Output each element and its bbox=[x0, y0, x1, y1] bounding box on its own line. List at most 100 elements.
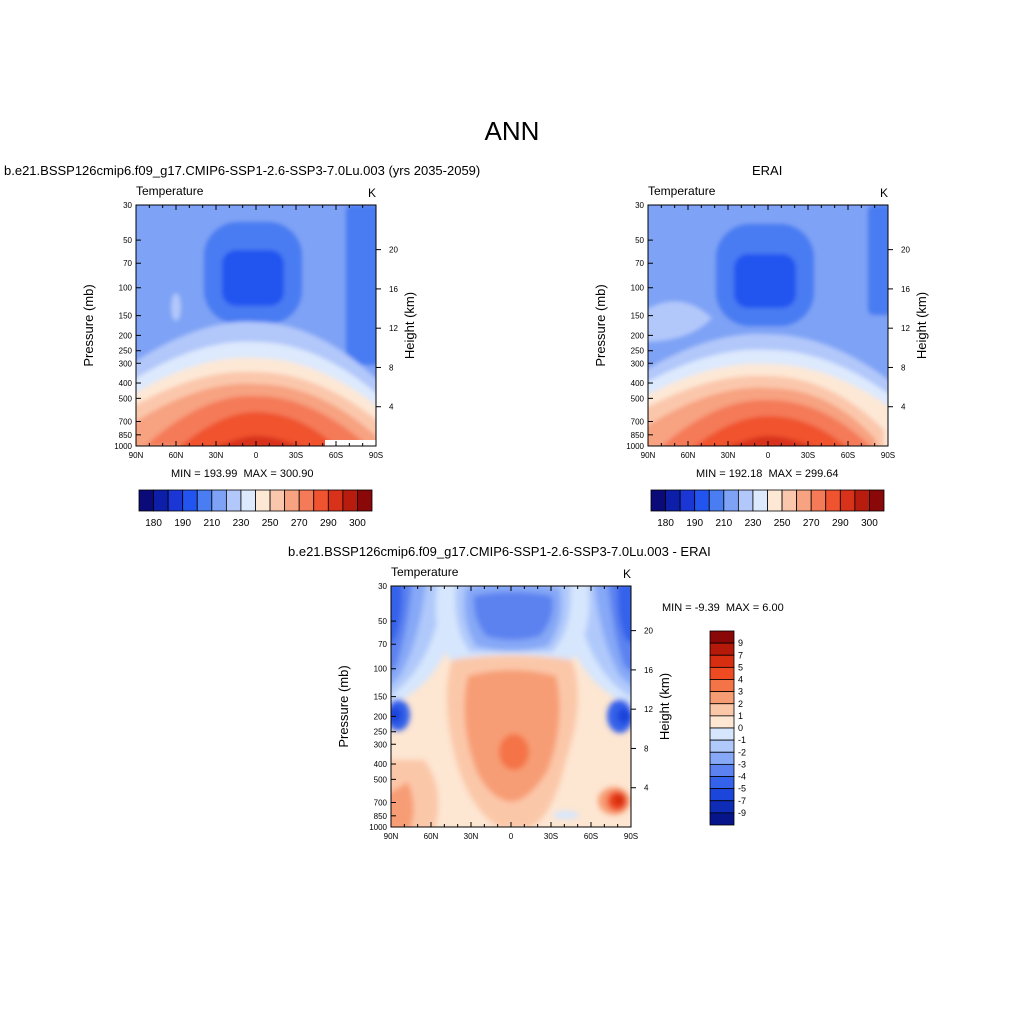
panel-3-field-label: Temperature bbox=[391, 565, 459, 579]
panel-1-pressure-tick-label: 400 bbox=[119, 379, 133, 388]
panel-3-pressure-tick-label: 500 bbox=[374, 775, 388, 784]
panel-1-axes: 30 50 70 100 150 200 250 300 400 500 700 850 1000 20 1… bbox=[81, 201, 417, 460]
panel-3-colorbar-label: -7 bbox=[738, 796, 746, 806]
panel-3-colorbar-box bbox=[709, 812, 735, 826]
panel-2-colorbar-box bbox=[854, 489, 870, 512]
panel-1-ylabel-right: Height (km) bbox=[402, 292, 417, 359]
panel-3-min: MIN = -9.39 bbox=[662, 602, 720, 614]
panel-2-colorbar-box bbox=[825, 489, 841, 512]
panel-3-contours bbox=[391, 586, 631, 827]
panel-3-colorbar-box bbox=[709, 763, 735, 777]
panel-3-max: MAX = 6.00 bbox=[725, 602, 784, 614]
panel-3-colorbar-label: 7 bbox=[738, 650, 743, 660]
panel-3-colorbar: 9 7 5 4 3 2 1 0 -1 -2 -3 -4 -5 -7 -9 bbox=[709, 630, 746, 826]
panel-3-colorbar-label: -3 bbox=[738, 759, 746, 769]
panel-1-colorbar-box bbox=[138, 489, 154, 512]
panel-3-colorbar-box bbox=[709, 703, 735, 717]
panel-3-colorbar-box bbox=[709, 751, 735, 765]
panel-3-colorbar-box bbox=[709, 788, 735, 802]
panel-1-colorbar-label: 210 bbox=[203, 518, 220, 529]
panel-3-pressure-tick-label: 70 bbox=[378, 640, 387, 649]
panel-2-pressure-tick-label: 250 bbox=[631, 347, 645, 356]
panel-1-lat-tick-label: 0 bbox=[254, 451, 259, 460]
panel-2-lat-tick-label: 30S bbox=[801, 451, 815, 460]
panel-1-pressure-tick-label: 100 bbox=[119, 284, 133, 293]
panel-2-colorbar-box bbox=[869, 489, 885, 512]
panel-1-contours bbox=[136, 205, 376, 446]
panel-3-colorbar-label: -5 bbox=[738, 784, 746, 794]
panel-1-colorbar-box bbox=[327, 489, 344, 512]
panel-2-colorbar-box bbox=[781, 489, 798, 512]
panel-1-colorbar-label: 300 bbox=[349, 518, 366, 529]
panel-3-colorbar-label: -9 bbox=[738, 808, 746, 818]
panel-1-colorbar: 180 190 210 230 250 270 290 300 bbox=[138, 489, 373, 529]
panel-1-colorbar-box bbox=[211, 489, 227, 512]
panel-3-pressure-tick-label: 30 bbox=[378, 582, 387, 591]
panel-1-colorbar-box bbox=[167, 489, 184, 512]
panel-3-lat-tick-label: 90S bbox=[624, 832, 638, 841]
panel-3-pressure-tick-label: 850 bbox=[374, 812, 388, 821]
panel-3-min-max: MIN = -9.39 MAX = 6.00 bbox=[662, 602, 784, 614]
panel-2-pressure-tick-label: 150 bbox=[631, 312, 645, 321]
panel-1-height-tick-label: 16 bbox=[389, 285, 398, 294]
panel-2-colorbar-box bbox=[796, 489, 812, 512]
panel-2-colorbar-label: 300 bbox=[861, 518, 878, 529]
panel-1-colorbar-box bbox=[269, 489, 286, 512]
panel-2-colorbar: 180 190 210 230 250 270 290 300 bbox=[650, 489, 885, 529]
panel-3-colorbar-box bbox=[709, 739, 735, 753]
panel-3-colorbar-label: -2 bbox=[738, 747, 746, 757]
panel-3-pressure-tick-label: 400 bbox=[374, 760, 388, 769]
panel-2-units: K bbox=[880, 186, 889, 200]
panel-1-height-tick-label: 20 bbox=[389, 246, 398, 255]
panel-2-height-tick-label: 4 bbox=[901, 403, 906, 412]
panel-2-colorbar-label: 270 bbox=[803, 518, 820, 529]
panel-3-pressure-tick-label: 200 bbox=[374, 712, 388, 721]
panel-1-pressure-tick-label: 700 bbox=[119, 417, 133, 426]
panel-2-colorbar-box bbox=[767, 489, 783, 512]
panel-2-pressure-tick-label: 1000 bbox=[626, 442, 644, 451]
panel-2-pressure-tick-label: 850 bbox=[631, 431, 645, 440]
panel-2-colorbar-box bbox=[723, 489, 739, 512]
panel-3-colorbar-box bbox=[709, 679, 735, 693]
panel-2-lat-tick-label: 60S bbox=[841, 451, 855, 460]
panel-3-colorbar-label: -1 bbox=[738, 735, 746, 745]
main-title: ANN bbox=[484, 116, 540, 146]
panel-2-colorbar-box bbox=[708, 489, 725, 512]
panel-3-pressure-tick-label: 50 bbox=[378, 617, 387, 626]
panel-1-colorbar-box bbox=[342, 489, 358, 512]
panel-1-lat-tick-label: 90S bbox=[369, 451, 383, 460]
panel-2-colorbar-label: 210 bbox=[715, 518, 732, 529]
panel-1-pressure-tick-label: 200 bbox=[119, 331, 133, 340]
panel-3-colorbar-box bbox=[709, 642, 735, 656]
panel-1-pressure-tick-label: 30 bbox=[123, 201, 132, 210]
panel-3-lat-tick-label: 60S bbox=[584, 832, 598, 841]
panel-2-field-label: Temperature bbox=[648, 184, 716, 198]
panel-2-pressure-tick-label: 30 bbox=[635, 201, 644, 210]
panel-2-pressure-tick-label: 300 bbox=[631, 359, 645, 368]
panel-3-lat-tick-label: 30S bbox=[544, 832, 558, 841]
panel-3-colorbar-box bbox=[709, 654, 735, 668]
panel-2-height-tick-label: 12 bbox=[901, 324, 910, 333]
panel-3-colorbar-label: -4 bbox=[738, 772, 746, 782]
panel-1-colorbar-label: 180 bbox=[145, 518, 162, 529]
panel-3-colorbar-box bbox=[709, 691, 735, 705]
panel-2-title: ERAI bbox=[752, 163, 783, 178]
panel-1-height-tick-label: 4 bbox=[389, 403, 394, 412]
panel-1-colorbar-label: 190 bbox=[174, 518, 191, 529]
panel-2-height-tick-label: 20 bbox=[901, 246, 910, 255]
panel-3-height-tick-label: 8 bbox=[644, 744, 649, 753]
panel-1-colorbar-box bbox=[225, 489, 242, 512]
panel-2-height-tick-label: 8 bbox=[901, 363, 906, 372]
panel-2-colorbar-box bbox=[694, 489, 710, 512]
panel-1-title: b.e21.BSSP126cmip6.f09_g17.CMIP6-SSP1-2.… bbox=[4, 163, 481, 178]
panel-1-pressure-tick-label: 1000 bbox=[114, 442, 132, 451]
panel-3-pressure-tick-label: 700 bbox=[374, 798, 388, 807]
panel-3-lat-tick-label: 0 bbox=[509, 832, 514, 841]
panel-1-max: MAX = 300.90 bbox=[243, 468, 314, 480]
panel-2-colorbar-box bbox=[650, 489, 666, 512]
panel-2-colorbar-label: 230 bbox=[745, 518, 762, 529]
panel-3-lat-tick-label: 60N bbox=[424, 832, 439, 841]
panel-1-field-label: Temperature bbox=[136, 184, 204, 198]
panel-2-lat-tick-label: 90N bbox=[641, 451, 656, 460]
panel-2-lat-tick-label: 60N bbox=[681, 451, 696, 460]
